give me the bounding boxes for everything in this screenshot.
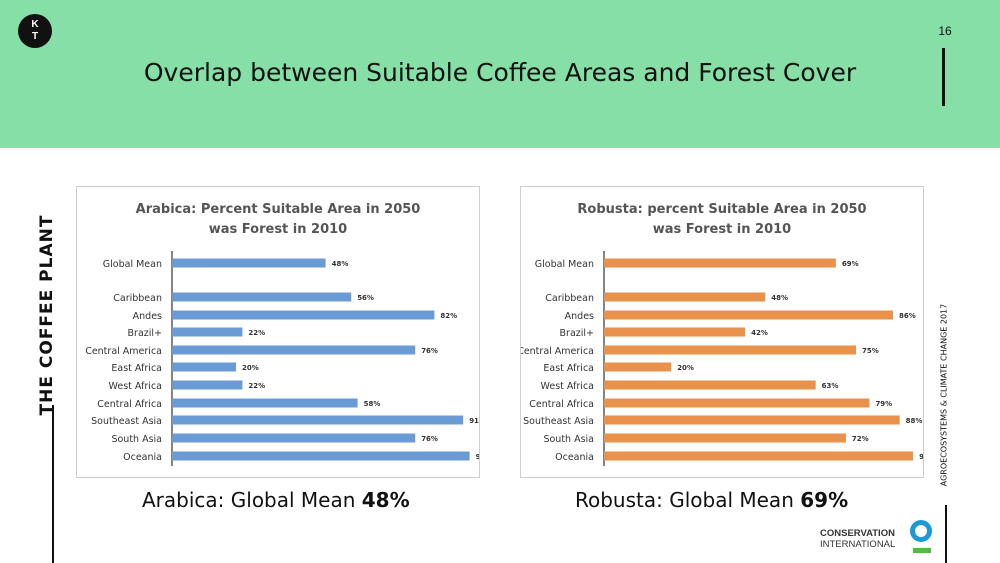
arabica-value-label: 22%	[248, 382, 265, 390]
robusta-value-label: 79%	[875, 400, 892, 408]
arabica-value-label: 20%	[242, 364, 259, 372]
arabica-bar	[172, 362, 236, 372]
robusta-bar	[604, 398, 870, 408]
ci-ring-icon	[910, 520, 932, 542]
slide-title: Overlap between Suitable Coffee Areas an…	[143, 58, 857, 87]
side-label-left: THE COFFEE PLANT	[22, 215, 72, 416]
arabica-category-label: South Asia	[111, 434, 162, 445]
robusta-category-label: Oceania	[555, 452, 594, 463]
arabica-caption: Arabica: Global Mean 48%	[142, 488, 410, 512]
arabica-bar	[172, 380, 243, 390]
robusta-bar	[604, 345, 856, 355]
robusta-value-label: 20%	[677, 364, 694, 372]
robusta-chart-svg: Robusta: percent Suitable Area in 2050 wa…	[521, 202, 923, 466]
robusta-category-label: East Africa	[543, 363, 594, 374]
robusta-bar	[604, 433, 846, 443]
arabica-chart: Arabica: Percent Suitable Area in 2050 wa…	[76, 186, 480, 478]
robusta-value-label: 69%	[842, 260, 859, 268]
arabica-value-label: 82%	[440, 312, 457, 320]
robusta-chart-title-line: Robusta: percent Suitable Area in 2050	[577, 202, 866, 217]
robusta-bar	[604, 258, 836, 268]
robusta-value-label: 42%	[751, 329, 768, 337]
arabica-value-label: 91%	[469, 417, 479, 425]
ci-logo-line1: CONSERVATION	[820, 528, 895, 539]
ci-bar-icon	[913, 548, 931, 553]
robusta-category-label: Caribbean	[545, 293, 594, 304]
robusta-bar	[604, 310, 893, 320]
robusta-caption-value: 69%	[800, 488, 849, 512]
arabica-category-label: Brazil+	[128, 328, 162, 339]
robusta-value-label: 88%	[906, 417, 923, 425]
arabica-bar	[172, 433, 416, 443]
robusta-caption: Robusta: Global Mean 69%	[575, 488, 848, 512]
robusta-value-label: 75%	[862, 347, 879, 355]
arabica-chart-title-line: Arabica: Percent Suitable Area in 2050	[136, 202, 421, 217]
robusta-caption-prefix: Robusta: Global Mean	[575, 488, 801, 512]
robusta-bar	[604, 380, 816, 390]
logo-letter-1: K	[31, 19, 39, 30]
arabica-category-label: Central America	[85, 346, 162, 357]
arabica-category-label: Global Mean	[103, 259, 162, 270]
robusta-bar	[604, 327, 746, 337]
robusta-category-label: West Africa	[541, 381, 594, 392]
robusta-value-label: 48%	[771, 294, 788, 302]
right-divider	[945, 505, 947, 563]
arabica-category-label: Central Africa	[97, 399, 162, 410]
arabica-value-label: 56%	[357, 294, 374, 302]
robusta-bar	[604, 292, 766, 302]
arabica-value-label: 58%	[364, 400, 381, 408]
header-divider	[942, 48, 945, 106]
arabica-bar	[172, 327, 243, 337]
conservation-international-logo: CONSERVATION INTERNATIONAL	[820, 518, 950, 558]
robusta-category-label: South Asia	[543, 434, 594, 445]
arabica-value-label: 93%	[476, 453, 479, 461]
left-divider	[52, 405, 54, 563]
arabica-bar	[172, 310, 435, 320]
arabica-chart-title-line: was Forest in 2010	[209, 222, 347, 237]
robusta-bar	[604, 362, 672, 372]
robusta-value-label: 63%	[822, 382, 839, 390]
arabica-caption-prefix: Arabica: Global Mean	[142, 488, 362, 512]
robusta-category-label: Brazil+	[560, 328, 594, 339]
side-label-right-text: AGROECOSYSTEMS & CLIMATE CHANGE 2017	[939, 303, 949, 487]
arabica-chart-svg: Arabica: Percent Suitable Area in 2050 wa…	[85, 202, 479, 466]
robusta-category-label: Southeast Asia	[523, 416, 594, 427]
kt-logo: K T	[18, 14, 52, 48]
arabica-value-label: 48%	[332, 260, 349, 268]
robusta-value-label: 86%	[899, 312, 916, 320]
page-number: 16	[938, 24, 952, 38]
arabica-bar	[172, 345, 416, 355]
arabica-caption-value: 48%	[361, 488, 410, 512]
robusta-category-label: Central America	[521, 346, 594, 357]
ci-logo-line2: INTERNATIONAL	[820, 539, 896, 550]
robusta-category-label: Central Africa	[529, 399, 594, 410]
robusta-bar	[604, 451, 914, 461]
arabica-bar	[172, 292, 352, 302]
robusta-category-label: Global Mean	[535, 259, 594, 270]
robusta-chart: Robusta: percent Suitable Area in 2050 wa…	[520, 186, 924, 478]
arabica-value-label: 22%	[248, 329, 265, 337]
robusta-value-label: 92%	[919, 453, 923, 461]
arabica-value-label: 76%	[421, 347, 438, 355]
header-band: K T 16 Overlap between Suitable Coffee A…	[0, 0, 1000, 148]
arabica-bar	[172, 398, 358, 408]
arabica-category-label: Southeast Asia	[91, 416, 162, 427]
robusta-value-label: 72%	[852, 435, 869, 443]
side-label-left-text: THE COFFEE PLANT	[37, 214, 57, 416]
robusta-bar	[604, 415, 900, 425]
arabica-category-label: East Africa	[111, 363, 162, 374]
arabica-bar	[172, 258, 326, 268]
arabica-bar	[172, 451, 470, 461]
arabica-category-label: Oceania	[123, 452, 162, 463]
arabica-category-label: Caribbean	[113, 293, 162, 304]
arabica-bar	[172, 415, 464, 425]
side-label-right: AGROECOSYSTEMS & CLIMATE CHANGE 2017	[932, 290, 956, 500]
ci-logo-text: CONSERVATION INTERNATIONAL	[820, 528, 895, 550]
robusta-chart-title-line: was Forest in 2010	[653, 222, 791, 237]
arabica-category-label: Andes	[133, 311, 162, 322]
arabica-value-label: 76%	[421, 435, 438, 443]
robusta-category-label: Andes	[565, 311, 594, 322]
arabica-category-label: West Africa	[109, 381, 162, 392]
logo-letter-2: T	[31, 31, 39, 42]
